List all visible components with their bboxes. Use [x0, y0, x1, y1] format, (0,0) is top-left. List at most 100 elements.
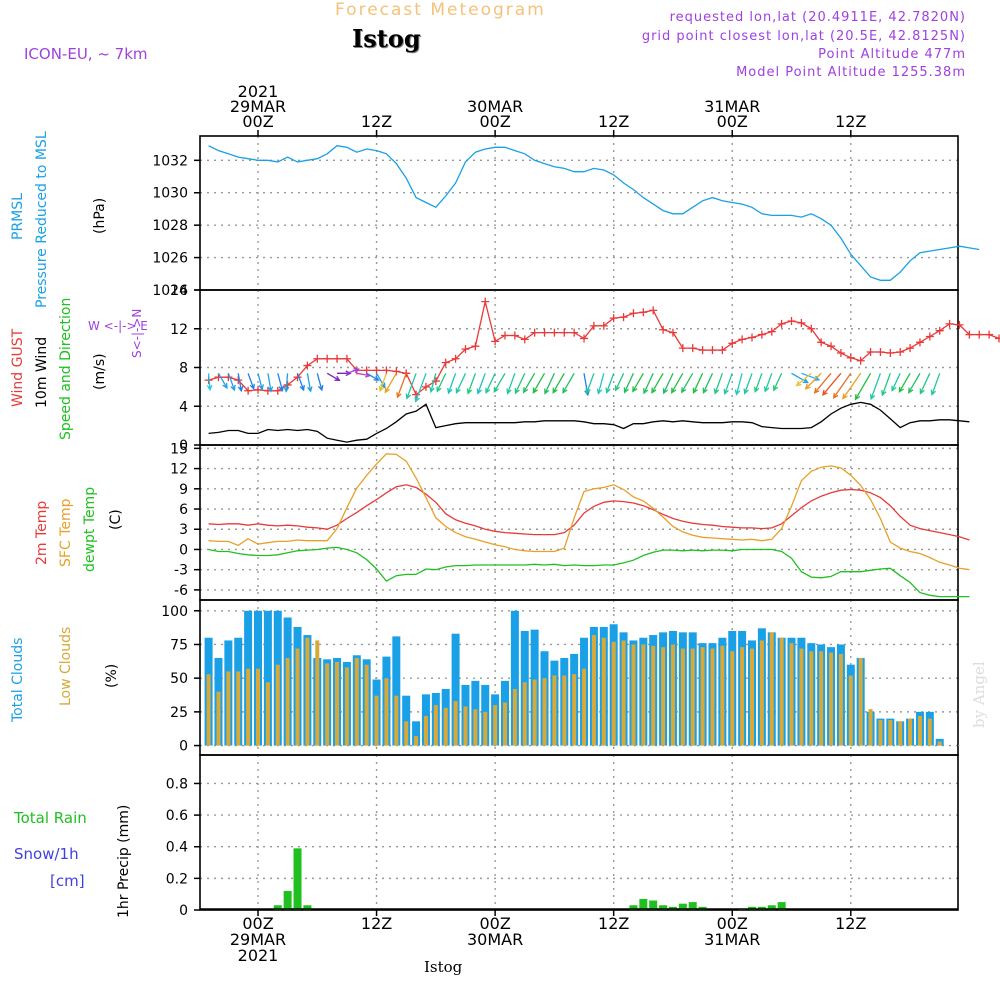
- low-cloud-bar: [661, 647, 666, 746]
- low-cloud-bar: [582, 668, 587, 746]
- gust-marker: [550, 328, 559, 337]
- low-cloud-bar: [443, 707, 448, 746]
- bottom-time-label: 30MAR: [467, 930, 523, 949]
- pressure-label: Pressure Reduced to MSL: [34, 131, 50, 308]
- gust-marker: [935, 326, 944, 335]
- low-cloud-bar: [275, 664, 280, 746]
- low-cloud-bar: [246, 668, 251, 746]
- bottom-time-label: 00Z: [717, 914, 748, 933]
- gust-marker: [599, 321, 608, 330]
- wind-arrow: [804, 372, 822, 390]
- gust-marker: [955, 320, 964, 329]
- dewpoint-line: [208, 546, 970, 598]
- low-cloud-bar: [769, 632, 774, 746]
- wind10-label: 10m Wind: [34, 336, 50, 408]
- bottom-time-label: 12Z: [835, 914, 866, 933]
- low-cloud-bar: [710, 648, 715, 746]
- y-tick-label: 15: [170, 441, 188, 457]
- gust-marker: [738, 335, 747, 344]
- low-cloud-bar: [720, 645, 725, 746]
- gust-marker: [995, 334, 1000, 343]
- y-tick-label: 0: [179, 542, 188, 558]
- low-cloud-bar: [670, 644, 675, 746]
- rain-bar: [649, 900, 658, 910]
- wind-arrow: [532, 372, 546, 394]
- low-cloud-bar: [335, 662, 340, 746]
- gust-marker: [234, 376, 243, 385]
- low-cloud-bar: [858, 657, 863, 746]
- low-cloud-bar: [315, 640, 320, 746]
- low-cloud-bar: [750, 648, 754, 746]
- low-cloud-bar: [414, 736, 419, 746]
- gust-marker: [649, 306, 658, 315]
- top-time-label: 00Z: [242, 112, 273, 131]
- wind-arrow: [493, 372, 506, 394]
- wind-arrow: [632, 372, 644, 393]
- wind-arrow: [396, 373, 407, 399]
- wind-arrow: [702, 373, 714, 395]
- gust-marker: [589, 321, 598, 330]
- y-tick-label: 0: [179, 903, 188, 919]
- wind-arrow: [723, 373, 733, 396]
- low-cloud-bar: [759, 640, 764, 746]
- low-clouds-label: Low Clouds: [58, 626, 74, 706]
- gust-marker: [501, 331, 509, 340]
- gust-marker: [451, 354, 460, 363]
- wind-arrow: [485, 373, 496, 395]
- gust-marker: [303, 361, 312, 370]
- low-cloud-bar: [641, 644, 646, 746]
- gust-label: Wind GUST: [10, 328, 26, 407]
- wind-arrow: [522, 372, 536, 394]
- low-cloud-bar: [937, 741, 942, 746]
- top-time-label: 00Z: [479, 112, 510, 131]
- y-tick-label: 0.6: [166, 808, 188, 824]
- total-cloud-bar: [412, 721, 421, 746]
- gust-marker: [718, 346, 727, 355]
- total-cloud-bar: [263, 610, 272, 746]
- wind-arrow: [832, 372, 852, 399]
- low-cloud-bar: [848, 675, 853, 746]
- y-tick-label: 75: [170, 637, 188, 653]
- point-altitude: Point Altitude 477m: [818, 47, 966, 62]
- gust-marker: [827, 342, 836, 351]
- gust-marker: [244, 386, 253, 395]
- low-cloud-bar: [354, 657, 359, 746]
- low-cloud-bar: [532, 679, 537, 746]
- wind-arrow: [206, 373, 213, 392]
- tc-label: (C): [108, 509, 124, 530]
- wind-arrow: [908, 372, 921, 394]
- t2m-line: [208, 484, 970, 541]
- sfc-temp-line: [208, 453, 970, 571]
- low-cloud-bar: [473, 709, 478, 746]
- wind-arrow: [869, 373, 882, 401]
- gust-marker: [708, 346, 717, 355]
- gust-marker: [777, 319, 786, 328]
- rain-bar: [659, 905, 668, 910]
- wind-arrow: [930, 373, 941, 396]
- wind-arrow: [763, 373, 773, 393]
- wind-arrow: [544, 373, 555, 395]
- y-tick-label: 16: [170, 283, 188, 299]
- winddir-label: Speed and Direction: [58, 297, 74, 440]
- gust-marker: [481, 297, 490, 306]
- total-cloud-bar: [451, 633, 460, 746]
- wind-arrow: [476, 373, 486, 395]
- wind-arrow: [585, 373, 595, 395]
- wind-arrow: [237, 373, 244, 393]
- model-altitude: Model Point Altitude 1255.38m: [736, 65, 966, 80]
- low-cloud-bar: [799, 648, 804, 746]
- watermark: by Angel: [970, 661, 988, 728]
- low-cloud-bar: [631, 644, 636, 746]
- low-cloud-bar: [512, 688, 517, 746]
- low-cloud-bar: [878, 719, 883, 746]
- top-time-label: 12Z: [361, 112, 392, 131]
- gust-marker: [520, 335, 529, 344]
- low-cloud-bar: [740, 647, 745, 746]
- gust-marker: [787, 317, 796, 325]
- wind-arrow: [670, 372, 684, 394]
- rain-bar: [273, 905, 282, 910]
- gust-marker: [540, 328, 549, 337]
- wind-arrow: [891, 373, 901, 392]
- y-tick-label: 1032: [152, 153, 188, 169]
- low-cloud-bar: [917, 715, 922, 746]
